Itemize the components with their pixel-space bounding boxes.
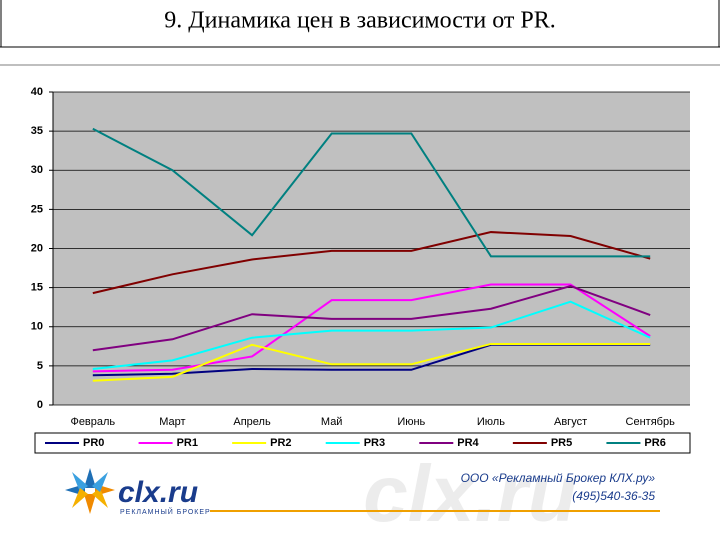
- series-line: [92, 300, 651, 370]
- legend-label: PR4: [457, 437, 479, 449]
- y-tick-label: 20: [31, 242, 43, 254]
- x-tick-label: Сентябрь: [626, 416, 676, 428]
- y-tick-label: 25: [31, 203, 43, 215]
- x-tick-label: Июль: [477, 416, 505, 428]
- logo-icon: [65, 468, 115, 514]
- y-tick-label: 30: [31, 164, 43, 176]
- legend-box: [34, 432, 691, 454]
- legend-label: PR0: [83, 437, 104, 449]
- x-tick-label: Апрель: [233, 416, 271, 428]
- y-tick-label: 15: [31, 282, 43, 294]
- logo-text: clx.ru: [118, 476, 198, 509]
- watermark: clx.ru: [363, 449, 576, 538]
- legend-label: PR6: [644, 437, 665, 449]
- series-line: [92, 127, 651, 258]
- series-line: [92, 231, 651, 295]
- x-tick-label: Август: [554, 416, 587, 428]
- x-tick-label: Февраль: [70, 416, 115, 428]
- series-line: [92, 342, 651, 382]
- x-tick-label: Март: [159, 416, 185, 428]
- y-tick-label: 10: [31, 321, 43, 333]
- company-name: ООО «Рекламный Брокер КЛХ.ру»: [461, 471, 656, 485]
- y-tick-label: 40: [31, 86, 43, 98]
- x-tick-label: Июнь: [397, 416, 425, 428]
- y-tick-label: 0: [37, 399, 43, 411]
- series-line: [92, 285, 651, 352]
- chart-title: 9. Динамика цен в зависимости от PR.: [164, 8, 555, 34]
- svg-text:clx.ru: clx.ru: [363, 449, 576, 538]
- x-tick-label: Май: [321, 416, 343, 428]
- legend-label: PR3: [364, 437, 385, 449]
- legend-label: PR1: [177, 437, 198, 449]
- series-line: [92, 283, 651, 373]
- phone: (495)540-36-35: [572, 489, 655, 503]
- legend-label: PR5: [551, 437, 572, 449]
- y-tick-label: 35: [31, 125, 43, 137]
- y-tick-label: 5: [37, 360, 43, 372]
- logo-subtitle: РЕКЛАМНЫЙ БРОКЕР: [120, 507, 211, 516]
- legend-label: PR2: [270, 437, 291, 449]
